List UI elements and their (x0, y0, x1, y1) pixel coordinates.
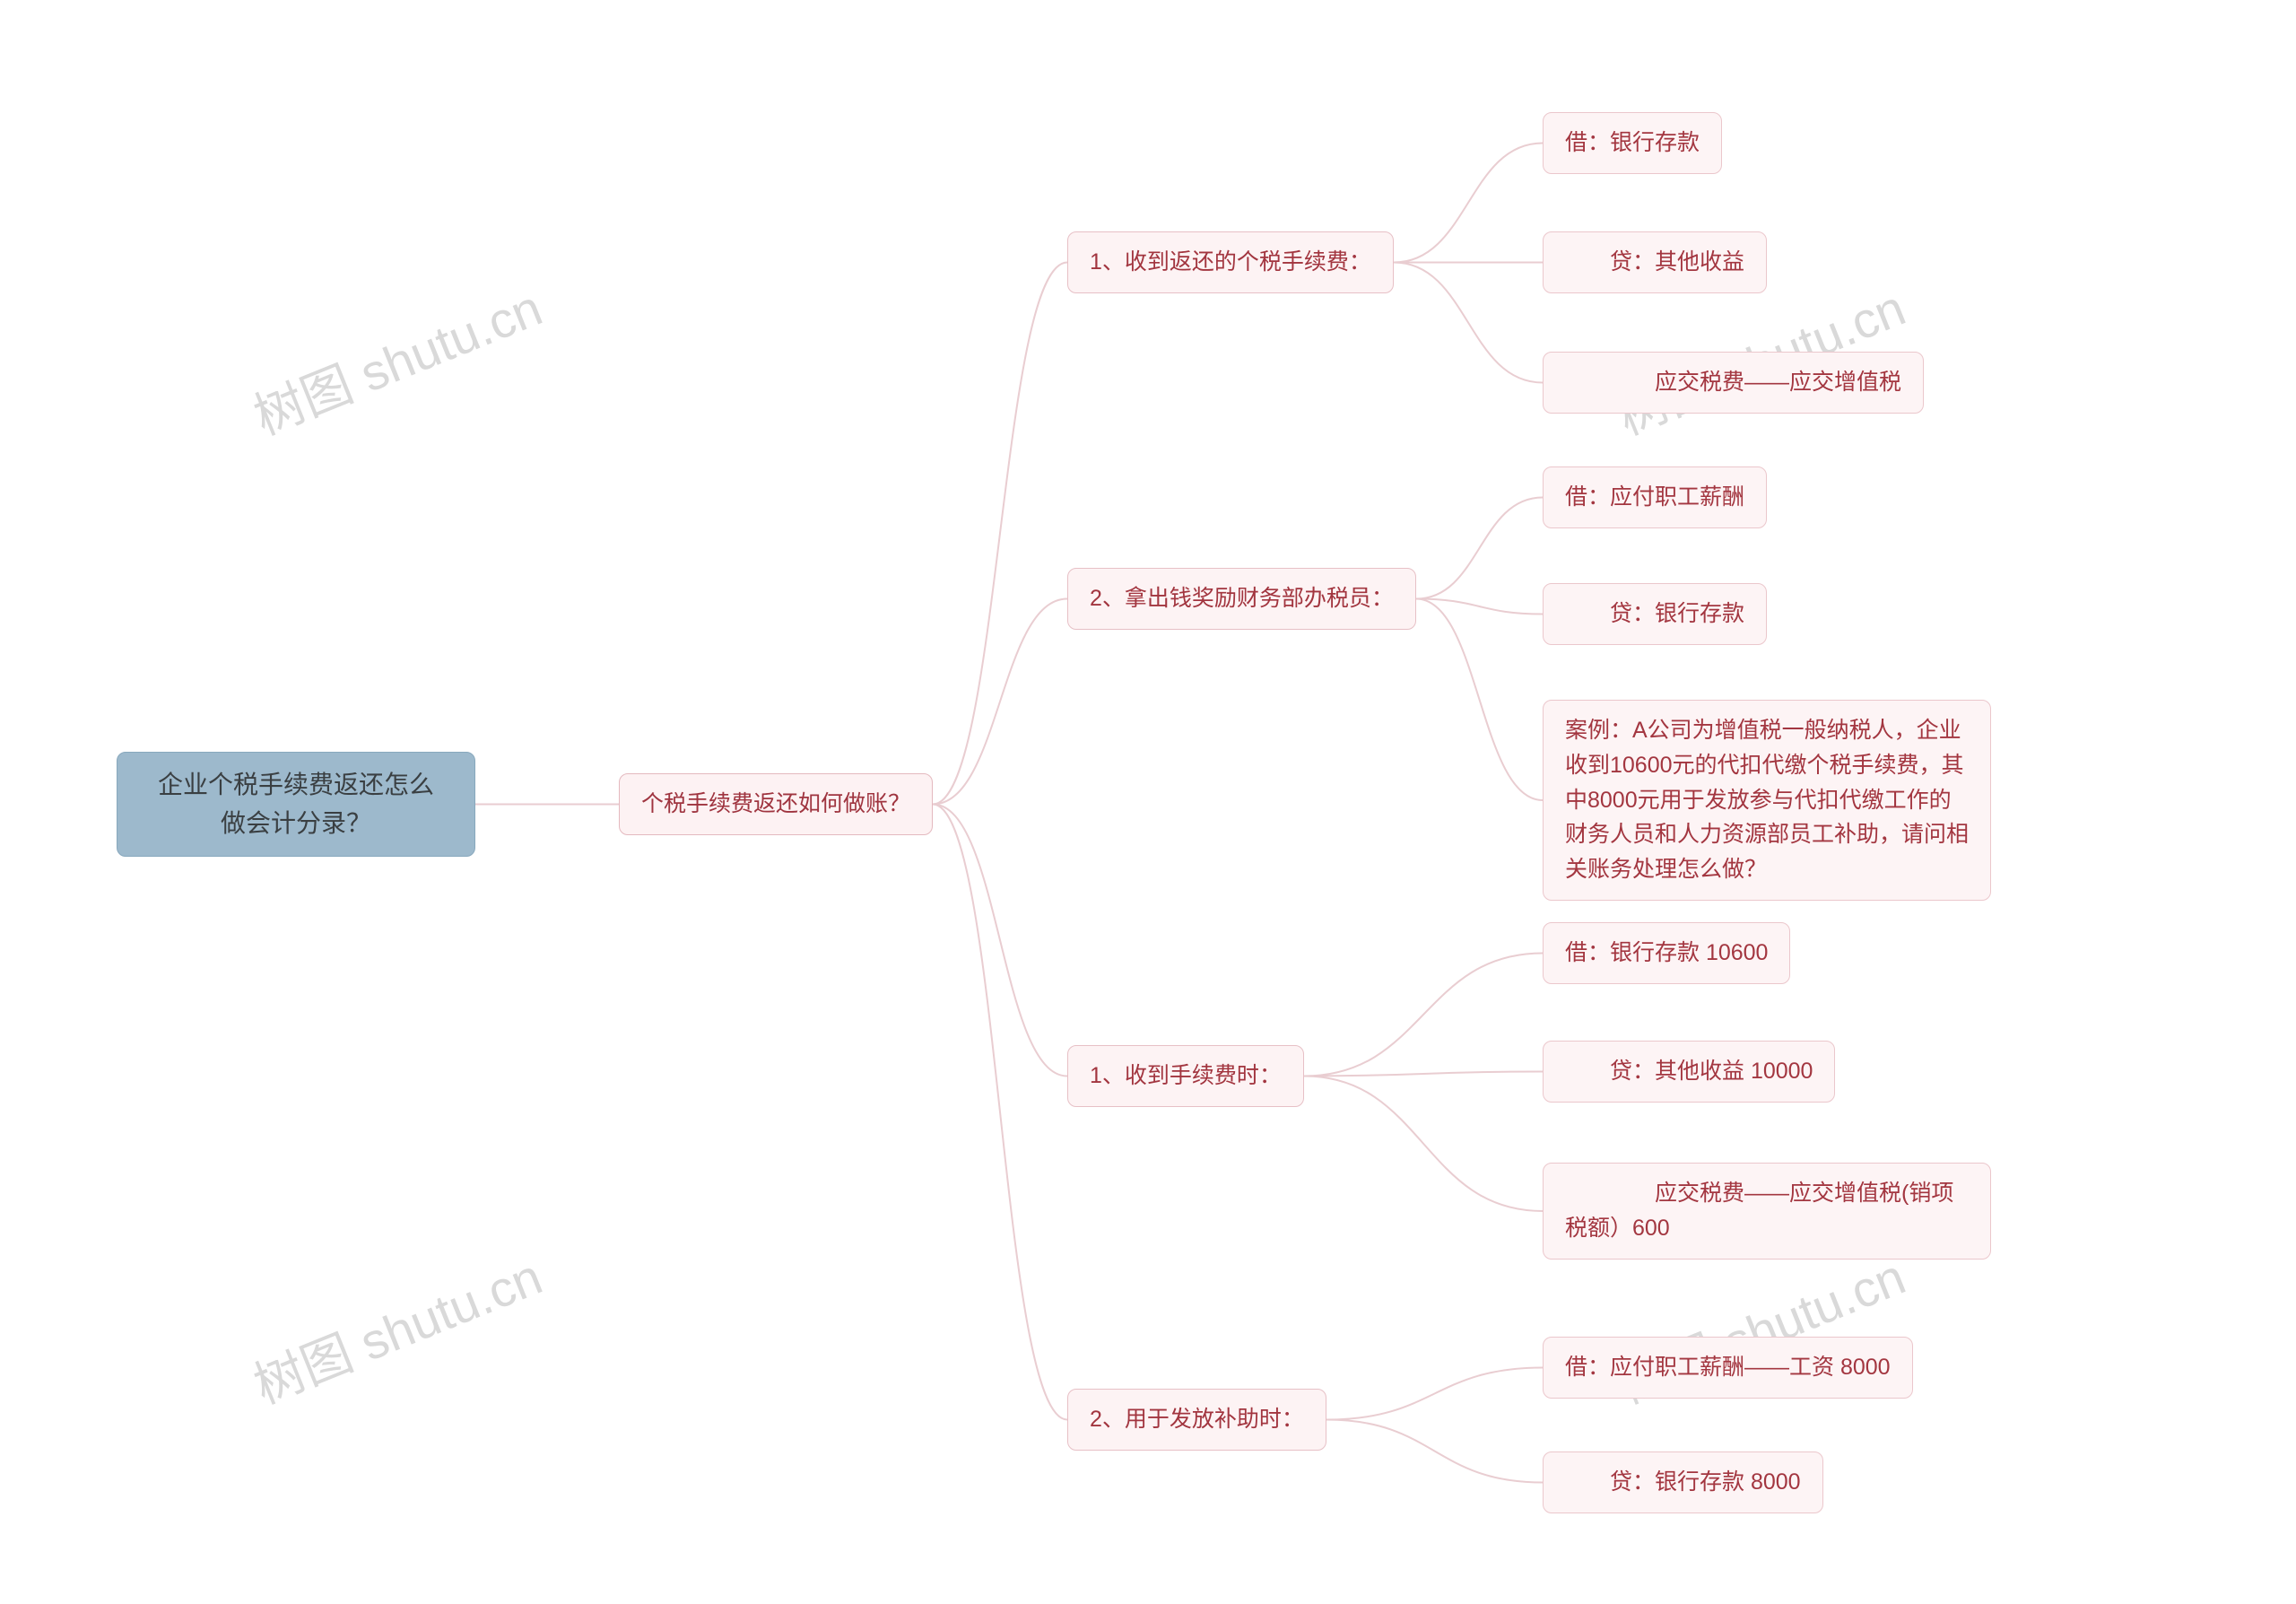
leaf-node[interactable]: 贷：其他收益 10000 (1543, 1041, 1835, 1103)
leaf-node[interactable]: 案例：A公司为增值税一般纳税人，企业收到10600元的代扣代缴个税手续费，其中8… (1543, 700, 1991, 901)
watermark: 树图 shutu.cn (242, 268, 552, 449)
leaf-node[interactable]: 贷：银行存款 8000 (1543, 1451, 1823, 1513)
leaf-node[interactable]: 借：应付职工薪酬——工资 8000 (1543, 1337, 1913, 1399)
branch-node[interactable]: 2、用于发放补助时： (1067, 1389, 1326, 1451)
leaf-node[interactable]: 贷：银行存款 (1543, 583, 1767, 645)
watermark: 树图 shutu.cn (242, 1237, 552, 1418)
leaf-node[interactable]: 应交税费——应交增值税(销项税额）600 (1543, 1163, 1991, 1260)
leaf-node[interactable]: 贷：其他收益 (1543, 231, 1767, 293)
branch-node[interactable]: 1、收到返还的个税手续费： (1067, 231, 1394, 293)
root-node[interactable]: 企业个税手续费返还怎么 做会计分录？ (117, 752, 475, 857)
canvas: 树图 shutu.cn 树图 shutu.cn 树图 shutu.cn 树图 s… (0, 0, 2296, 1604)
leaf-node[interactable]: 应交税费——应交增值税 (1543, 352, 1924, 414)
leaf-node[interactable]: 借：应付职工薪酬 (1543, 466, 1767, 528)
branch-node[interactable]: 1、收到手续费时： (1067, 1045, 1304, 1107)
leaf-node[interactable]: 借：银行存款 10600 (1543, 922, 1790, 984)
branch-node[interactable]: 个税手续费返还如何做账？ (619, 773, 933, 835)
branch-node[interactable]: 2、拿出钱奖励财务部办税员： (1067, 568, 1416, 630)
leaf-node[interactable]: 借：银行存款 (1543, 112, 1722, 174)
